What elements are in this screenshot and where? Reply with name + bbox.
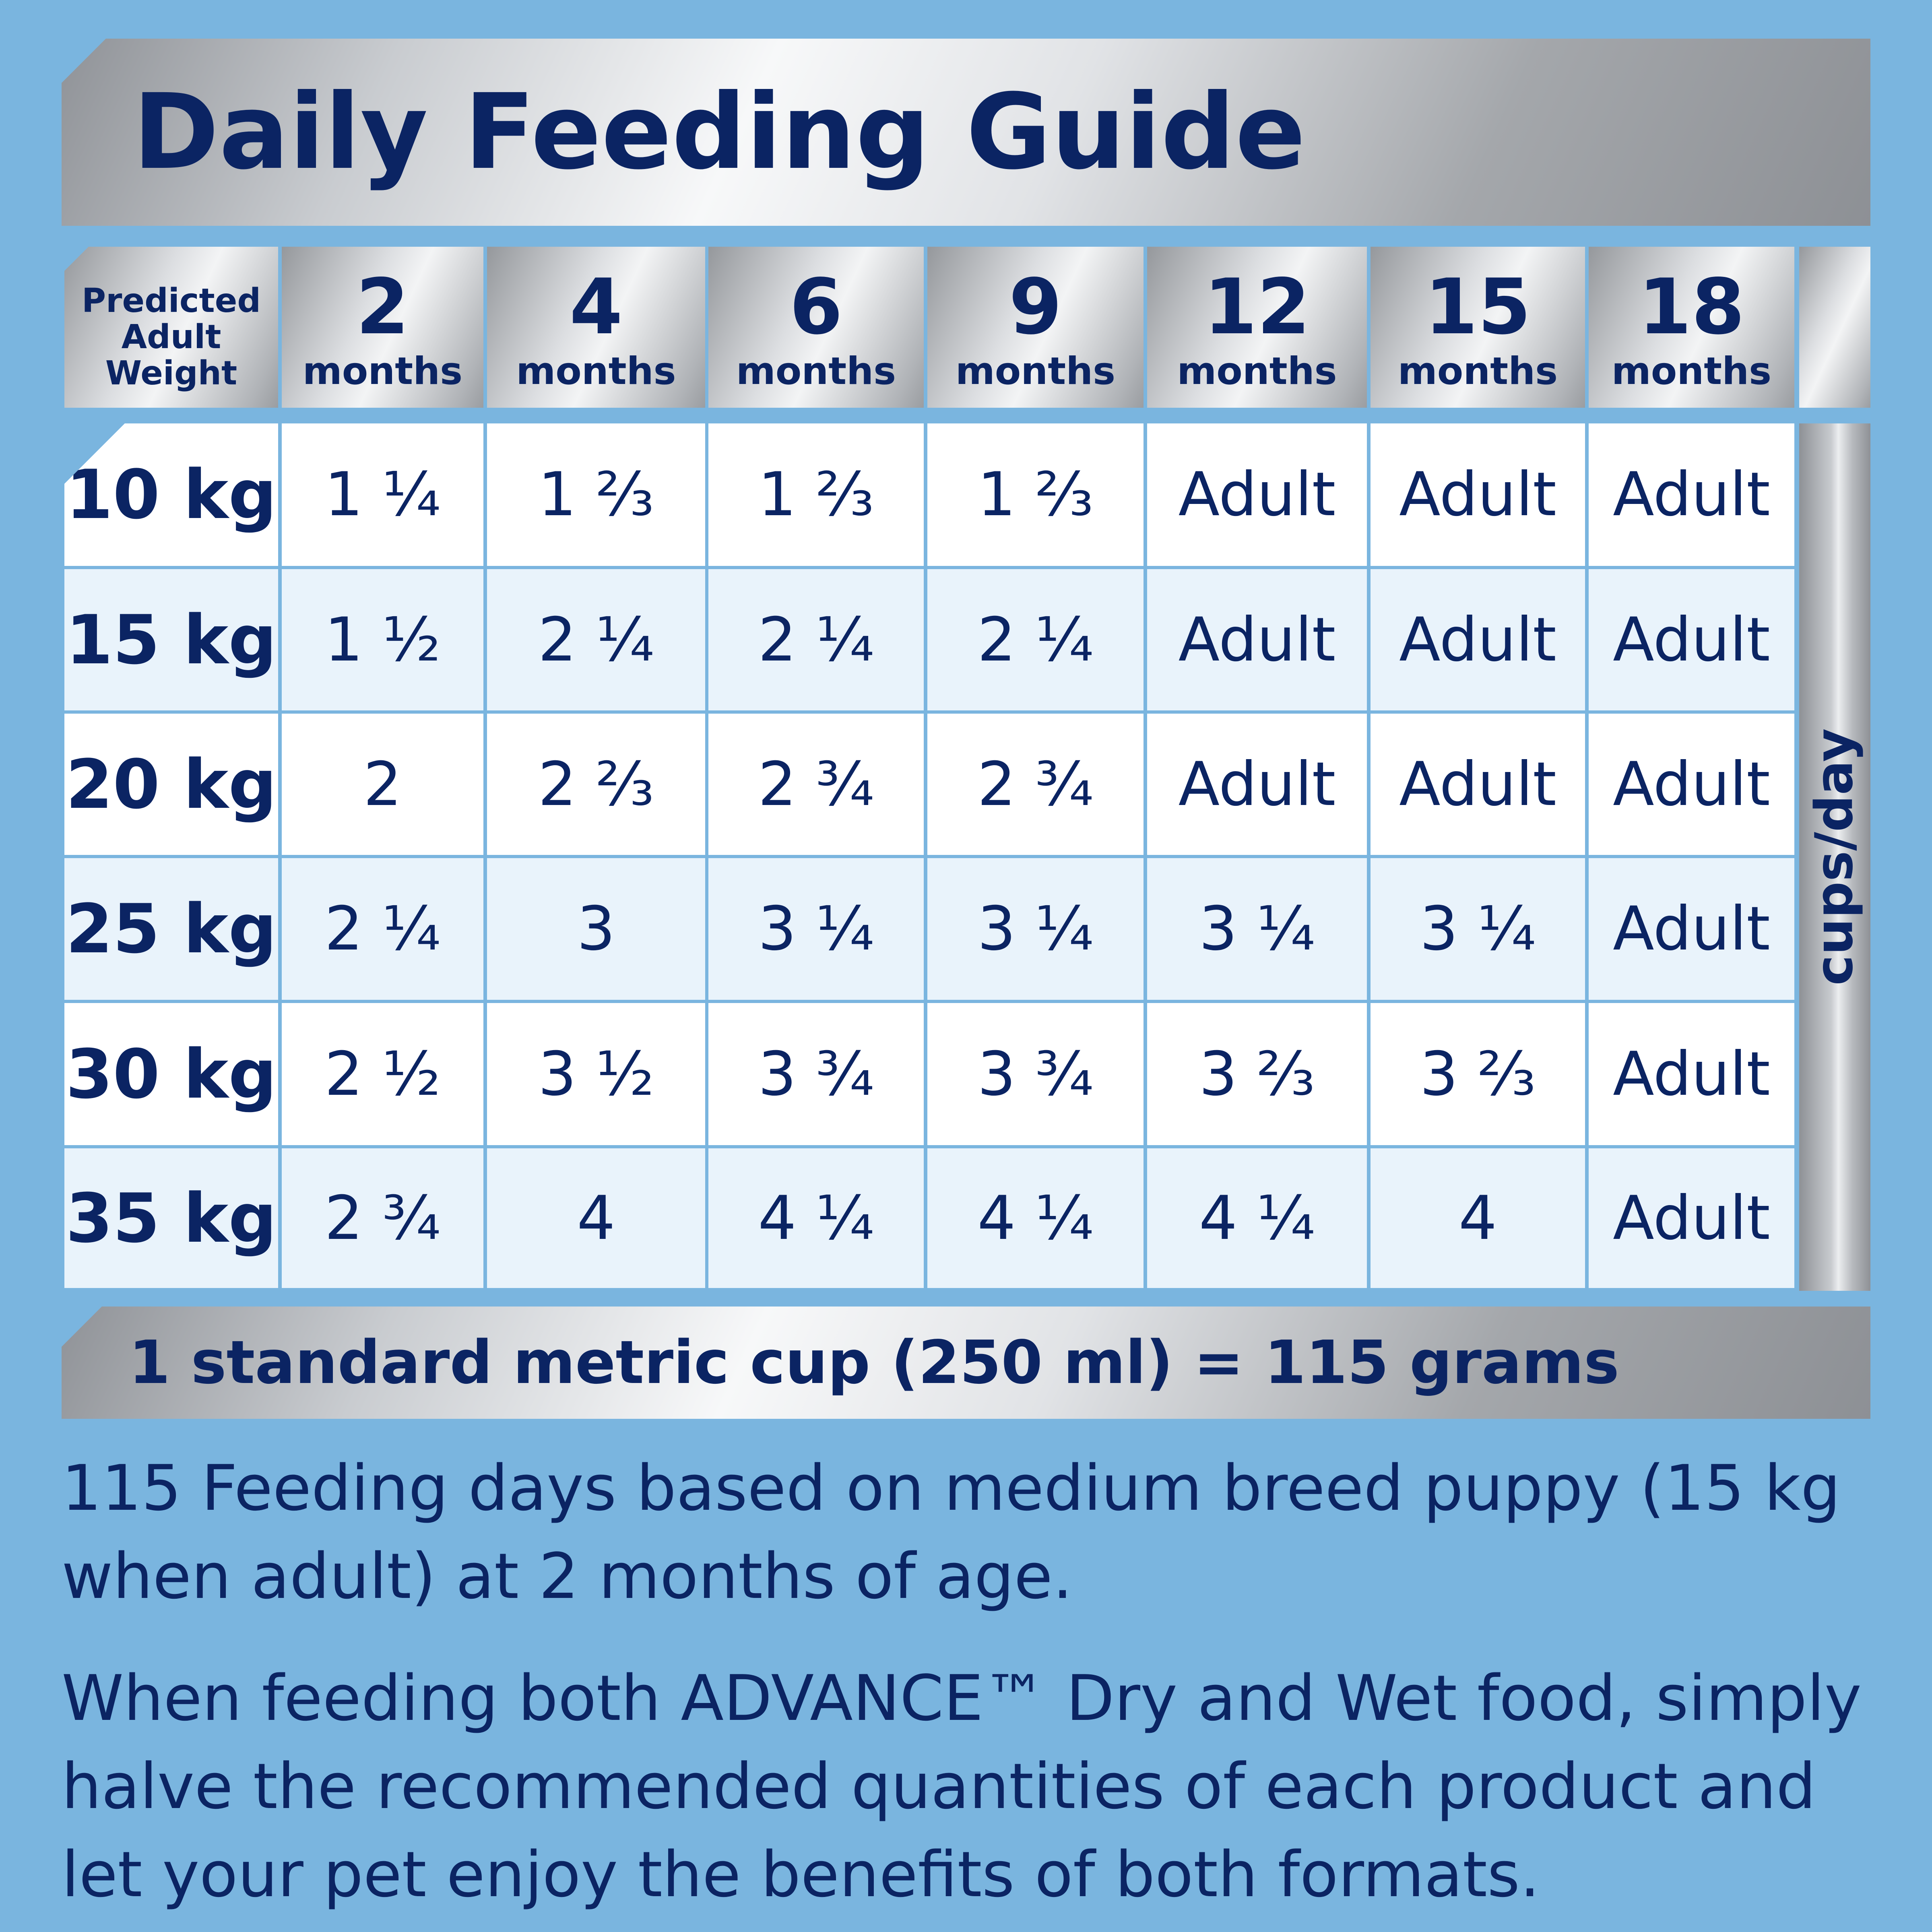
amount-cell: 2 ¾ xyxy=(927,714,1144,855)
header-age-2-months: 2 months xyxy=(282,247,483,408)
amount-cell: 1 ⅔ xyxy=(927,423,1144,566)
conversion-banner xyxy=(62,1307,1870,1419)
feeding-days-note: 115 Feeding days based on medium breed p… xyxy=(62,1451,1841,1613)
header-age-12-months: 12 months xyxy=(1147,247,1367,408)
header-age-unit: months xyxy=(955,349,1116,393)
amount-cell: 2 ⅔ xyxy=(487,714,705,855)
header-predicted-weight: Predicted Adult Weight xyxy=(64,247,278,408)
weight-cell: 10 kg xyxy=(64,423,278,566)
amount-cell: 1 ½ xyxy=(282,569,483,710)
amount-cell: 1 ⅔ xyxy=(708,423,924,566)
amount-cell: Adult xyxy=(1589,858,1794,1000)
header-filler xyxy=(1799,247,1870,408)
amount-cell: 1 ⅔ xyxy=(487,423,705,566)
header-age-number: 9 xyxy=(1009,262,1062,351)
header-age-unit: months xyxy=(1397,349,1558,393)
weight-cell: 15 kg xyxy=(64,569,278,710)
amount-cell: 4 xyxy=(487,1148,705,1288)
amount-cell: 3 ¼ xyxy=(708,858,924,1000)
amount-cell: 2 ½ xyxy=(282,1003,483,1145)
conversion-text: 1 standard metric cup (250 ml) = 115 gra… xyxy=(129,1328,1620,1397)
header-age-number: 15 xyxy=(1424,262,1531,351)
header-age-number: 12 xyxy=(1203,262,1311,351)
header-age-6-months: 6 months xyxy=(708,247,924,408)
amount-cell: 2 ¾ xyxy=(282,1148,483,1288)
weight-cell: 35 kg xyxy=(64,1148,278,1288)
header-age-unit: months xyxy=(1177,349,1337,393)
predicted-weight-label: Predicted Adult Weight xyxy=(81,282,261,392)
amount-cell: Adult xyxy=(1589,1148,1794,1288)
amount-cell: 3 ¾ xyxy=(708,1003,924,1145)
header-age-unit: months xyxy=(516,349,676,393)
weight-cell: 25 kg xyxy=(64,858,278,1000)
amount-cell: 3 ¼ xyxy=(927,858,1144,1000)
unit-side-bar xyxy=(1799,423,1870,1291)
header-age-4-months: 4 months xyxy=(487,247,705,408)
amount-cell: 2 ¼ xyxy=(487,569,705,710)
header-age-9-months: 9 months xyxy=(927,247,1144,408)
amount-cell: Adult xyxy=(1371,569,1585,710)
page-title: Daily Feeding Guide xyxy=(133,72,1306,192)
amount-cell: 3 ¼ xyxy=(1147,858,1367,1000)
header-age-unit: months xyxy=(736,349,896,393)
amount-cell: 3 xyxy=(487,858,705,1000)
header-age-18-months: 18 months xyxy=(1589,247,1794,408)
amount-cell: 3 ¼ xyxy=(1371,858,1585,1000)
amount-cell: Adult xyxy=(1371,423,1585,566)
amount-cell: 2 xyxy=(282,714,483,855)
amount-cell: 3 ½ xyxy=(487,1003,705,1145)
amount-cell: Adult xyxy=(1589,1003,1794,1145)
weight-cell: 20 kg xyxy=(64,714,278,855)
amount-cell: Adult xyxy=(1589,423,1794,566)
amount-cell: 3 ¾ xyxy=(927,1003,1144,1145)
amount-cell: 4 xyxy=(1371,1148,1585,1288)
amount-cell: Adult xyxy=(1147,569,1367,710)
amount-cell: 1 ¼ xyxy=(282,423,483,566)
weight-cell: 30 kg xyxy=(64,1003,278,1145)
cups-per-day-label: cups/day xyxy=(1804,728,1864,986)
amount-cell: 3 ⅔ xyxy=(1371,1003,1585,1145)
amount-cell: 4 ¼ xyxy=(1147,1148,1367,1288)
amount-cell: 4 ¼ xyxy=(927,1148,1144,1288)
header-age-unit: months xyxy=(1611,349,1772,393)
header-age-number: 4 xyxy=(569,262,623,351)
amount-cell: Adult xyxy=(1589,569,1794,710)
amount-cell: Adult xyxy=(1147,423,1367,566)
amount-cell: 2 ¼ xyxy=(708,569,924,710)
amount-cell: 2 ¼ xyxy=(927,569,1144,710)
header-age-number: 18 xyxy=(1638,262,1745,351)
header-age-unit: months xyxy=(302,349,463,393)
amount-cell: 2 ¼ xyxy=(282,858,483,1000)
header-age-number: 6 xyxy=(789,262,843,351)
header-age-15-months: 15 months xyxy=(1371,247,1585,408)
amount-cell: 2 ¾ xyxy=(708,714,924,855)
table-body-background xyxy=(62,423,1796,1291)
wet-dry-note: When feeding both ADVANCE™ Dry and Wet f… xyxy=(62,1662,1862,1911)
amount-cell: 3 ⅔ xyxy=(1147,1003,1367,1145)
amount-cell: 4 ¼ xyxy=(708,1148,924,1288)
amount-cell: Adult xyxy=(1147,714,1367,855)
amount-cell: Adult xyxy=(1371,714,1585,855)
amount-cell: Adult xyxy=(1589,714,1794,855)
title-banner xyxy=(62,39,1870,226)
header-age-number: 2 xyxy=(356,262,409,351)
